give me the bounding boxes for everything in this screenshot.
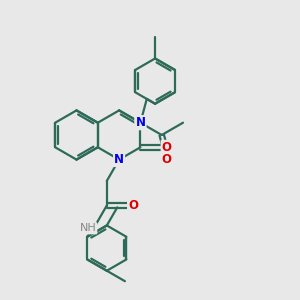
Text: O: O [128,199,138,212]
Text: N: N [114,153,124,166]
Text: NH: NH [80,223,96,233]
Text: O: O [162,153,172,166]
Text: NH: NH [80,223,96,233]
Text: O: O [162,141,172,154]
Text: N: N [135,116,146,129]
Text: N: N [114,153,124,166]
Text: N: N [135,116,146,129]
Text: O: O [162,141,172,154]
Text: O: O [128,199,138,212]
Text: O: O [162,153,172,166]
